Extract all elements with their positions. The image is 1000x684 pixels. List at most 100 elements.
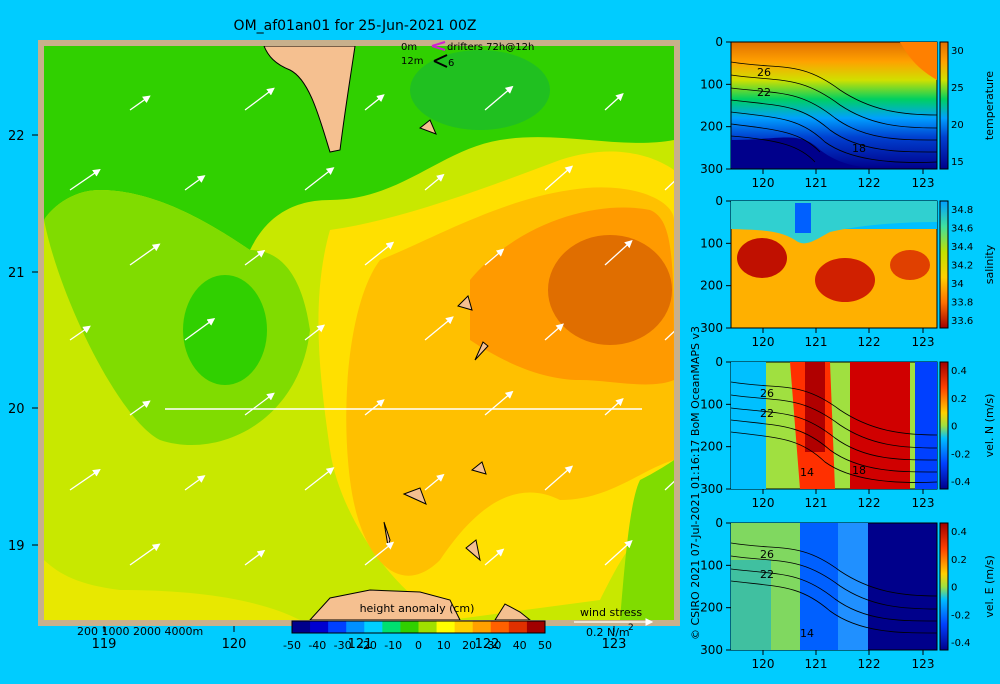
colorbar-tick-label: 0 — [951, 422, 957, 433]
wind-arrow — [604, 93, 624, 111]
temperature-colorbar — [939, 41, 949, 170]
lat-tick-label: 19 — [8, 539, 25, 554]
colorbar-tick-label: 25 — [951, 83, 964, 94]
colorbar-tick-label: 33.8 — [951, 298, 973, 309]
lon-tick-label: 121 — [805, 335, 828, 349]
wind-arrow — [184, 318, 216, 341]
wind-stress-legend: wind stress 0.2 N/m 2 — [574, 606, 654, 639]
lon-tick-label: 121 — [805, 176, 828, 190]
colorbar-tick-label: 30 — [487, 639, 501, 652]
svg-text:14: 14 — [800, 466, 814, 479]
depth-tick-label: 300 — [700, 643, 723, 657]
colorbar-tick-label: -40 — [308, 639, 326, 652]
lat-tick-label: 20 — [8, 402, 25, 417]
map-longitude-ticks: 119 120 121 122 123 — [92, 626, 626, 652]
wind-arrow — [244, 549, 266, 566]
lon-tick-label: 122 — [858, 496, 881, 510]
wind-arrow — [129, 543, 161, 566]
wind-arrow — [364, 241, 395, 266]
svg-text:wind stress: wind stress — [580, 606, 642, 619]
lon-tick-label: 121 — [805, 496, 828, 510]
colorbar-tick-label: 33.6 — [951, 316, 973, 327]
depth-tick-label: 200 — [700, 279, 723, 293]
colorbar-tick-label: -0.2 — [951, 610, 971, 621]
wind-arrow — [69, 468, 101, 491]
colorbar-tick-label: 34.8 — [951, 205, 973, 216]
wind-arrows — [69, 85, 674, 566]
svg-text:18: 18 — [852, 464, 866, 477]
svg-text:12m: 12m — [401, 56, 423, 67]
wind-arrow — [364, 94, 385, 111]
colorbar-swatch — [526, 621, 546, 633]
wind-arrow — [484, 85, 514, 111]
colorbar-tick-label: 40 — [513, 639, 527, 652]
drifters-legend: 0m drifters 72h@12h 12m 6 — [401, 41, 534, 69]
svg-text:26: 26 — [760, 387, 774, 400]
colorbar-swatch — [364, 621, 383, 633]
wind-arrow — [129, 400, 151, 416]
svg-text:14: 14 — [800, 627, 814, 640]
veln-colorbar — [939, 361, 949, 490]
wind-arrow — [304, 324, 326, 341]
lon-tick-label: 122 — [858, 176, 881, 190]
colorbar-tick-label: 0.2 — [951, 394, 967, 405]
colorbar-tick-label: 0.2 — [951, 555, 967, 566]
wind-arrow — [129, 243, 161, 266]
vele-axes: 0 100 200 300 120 121 122 123 0.4 0.2 0 -0.2 -0.4 vel… — [700, 516, 996, 671]
wind-arrow — [544, 165, 574, 191]
svg-text:0m: 0m — [401, 42, 417, 53]
svg-text:18: 18 — [852, 142, 866, 155]
colorbar-tick-label: -30 — [334, 639, 352, 652]
depth-tick-label: 200 — [700, 440, 723, 454]
wind-arrow — [664, 180, 674, 191]
depth-tick-label: 200 — [700, 601, 723, 615]
colorbar-tick-label: 15 — [951, 157, 964, 168]
colorbar-swatch — [328, 621, 347, 633]
colorbar-tick-label: 0.4 — [951, 366, 967, 377]
colorbar-title: height anomaly (cm) — [360, 602, 475, 615]
colorbar-tick-label: 50 — [538, 639, 552, 652]
wind-arrow — [364, 541, 395, 566]
lon-tick-label: 121 — [805, 657, 828, 671]
depth-tick-label: 100 — [700, 77, 723, 91]
wind-arrow — [244, 87, 275, 111]
colorbar-swatch — [292, 621, 311, 633]
vele-colorbar-label: vel. E (m/s) — [983, 555, 996, 618]
velocity-north-panel: 26 22 14 18 — [730, 361, 938, 490]
svg-text:26: 26 — [757, 66, 771, 79]
colorbar-tick-label: -50 — [283, 639, 301, 652]
lon-tick-label: 121 — [348, 637, 373, 652]
wind-arrow — [544, 323, 564, 341]
temperature-colorbar-label: temperature — [983, 71, 996, 140]
colorbar-swatch — [418, 621, 438, 633]
depth-tick-label: 0 — [715, 355, 723, 369]
lat-tick-label: 22 — [8, 129, 25, 144]
temperature-axes: 0 100 200 300 120 121 122 123 30 25 20 15 temperatur… — [700, 35, 996, 190]
lon-tick-label: 123 — [912, 176, 935, 190]
wind-arrow — [424, 473, 445, 491]
drifter-0m-marker-icon — [431, 41, 446, 51]
colorbar-tick-label: -0.4 — [951, 477, 971, 488]
colorbar-tick-label: 0 — [951, 583, 957, 594]
lon-tick-label: 120 — [752, 335, 775, 349]
colorbar-tick-label: 0.4 — [951, 527, 967, 538]
wind-arrow — [484, 548, 505, 566]
wind-arrow — [304, 167, 335, 191]
temperature-panel: 26 22 18 — [730, 41, 938, 170]
depth-tick-label: 100 — [700, 397, 723, 411]
colorbar-tick-label: -0.4 — [951, 638, 971, 649]
vertical-section-panels: 26 22 18 — [700, 35, 996, 671]
lat-tick-label: 21 — [8, 266, 25, 281]
wind-arrow — [544, 465, 574, 491]
lon-tick-label: 120 — [752, 657, 775, 671]
wind-arrow — [129, 95, 151, 111]
credit-text: © CSIRO 2021 07-Jul-2021 01:16:17 BoM Oc… — [689, 326, 702, 640]
wind-arrow — [244, 249, 266, 266]
colorbar-tick-label: -0.2 — [951, 449, 971, 460]
drifter-12m-marker-icon — [433, 54, 448, 68]
salinity-panel — [730, 200, 938, 329]
salinity-colorbar — [939, 200, 949, 329]
lon-tick-label: 120 — [752, 176, 775, 190]
svg-text:6: 6 — [448, 58, 454, 69]
